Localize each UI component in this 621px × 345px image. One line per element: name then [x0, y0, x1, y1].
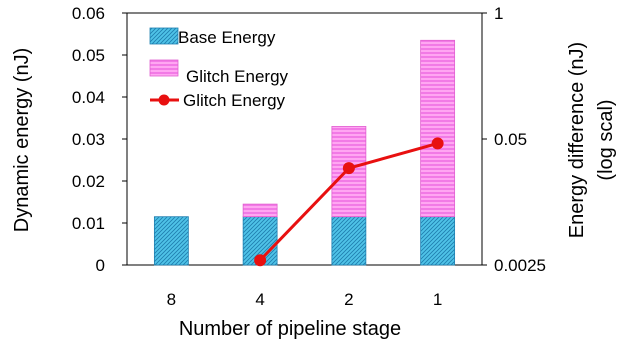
x-tick-label: 4 — [255, 290, 264, 309]
legend-label-glitch-line: Glitch Energy — [183, 91, 286, 110]
y-tick-label: 0.01 — [72, 214, 105, 233]
legend-marker-glitch — [158, 94, 170, 106]
x-tick-label: 8 — [167, 290, 176, 309]
y2-tick-label: 0.05 — [494, 130, 527, 149]
bars-layer — [153, 39, 456, 266]
x-axis-title: Number of pipeline stage — [179, 318, 401, 340]
legend-label-glitch: Glitch Energy — [186, 67, 289, 86]
y2-axis-title-line2: (log scal) — [595, 99, 617, 180]
bar-glitch-4 — [242, 203, 278, 218]
bar-base-2 — [331, 216, 367, 266]
y2-tick-label: 0.0025 — [494, 256, 546, 275]
y-tick-label: 0.03 — [72, 130, 105, 149]
x-tick-label: 1 — [433, 290, 442, 309]
y2-tick-label: 1 — [494, 4, 503, 23]
y-tick-label: 0.04 — [72, 88, 105, 107]
y2-axis-title-line1: Energy difference (nJ) — [566, 42, 588, 238]
bar-glitch-1 — [420, 39, 456, 218]
y-tick-label: 0.02 — [72, 172, 105, 191]
y-axis-ticks: 0 0.01 0.02 0.03 0.04 0.05 0.06 — [72, 4, 127, 275]
bar-base-1 — [420, 216, 456, 266]
legend-swatch-base — [149, 27, 179, 45]
x-axis-ticks: 8 4 2 1 — [167, 290, 443, 309]
y-tick-label: 0 — [96, 256, 105, 275]
y2-axis-ticks: 1 0.05 0.0025 — [482, 4, 546, 275]
y-axis-title: Dynamic energy (nJ) — [11, 48, 33, 233]
y-tick-label: 0.06 — [72, 4, 105, 23]
legend-swatch-glitch — [149, 59, 179, 77]
glitch-energy-point-1 — [431, 137, 444, 150]
glitch-energy-point-2 — [342, 162, 355, 175]
y-tick-label: 0.05 — [72, 46, 105, 65]
line-layer — [254, 137, 444, 267]
glitch-energy-point-4 — [254, 254, 267, 267]
x-tick-label: 2 — [344, 290, 353, 309]
legend: Base Energy Glitch Energy Glitch Energy — [149, 27, 289, 110]
bar-base-8 — [153, 216, 189, 266]
legend-label-base: Base Energy — [178, 28, 276, 47]
